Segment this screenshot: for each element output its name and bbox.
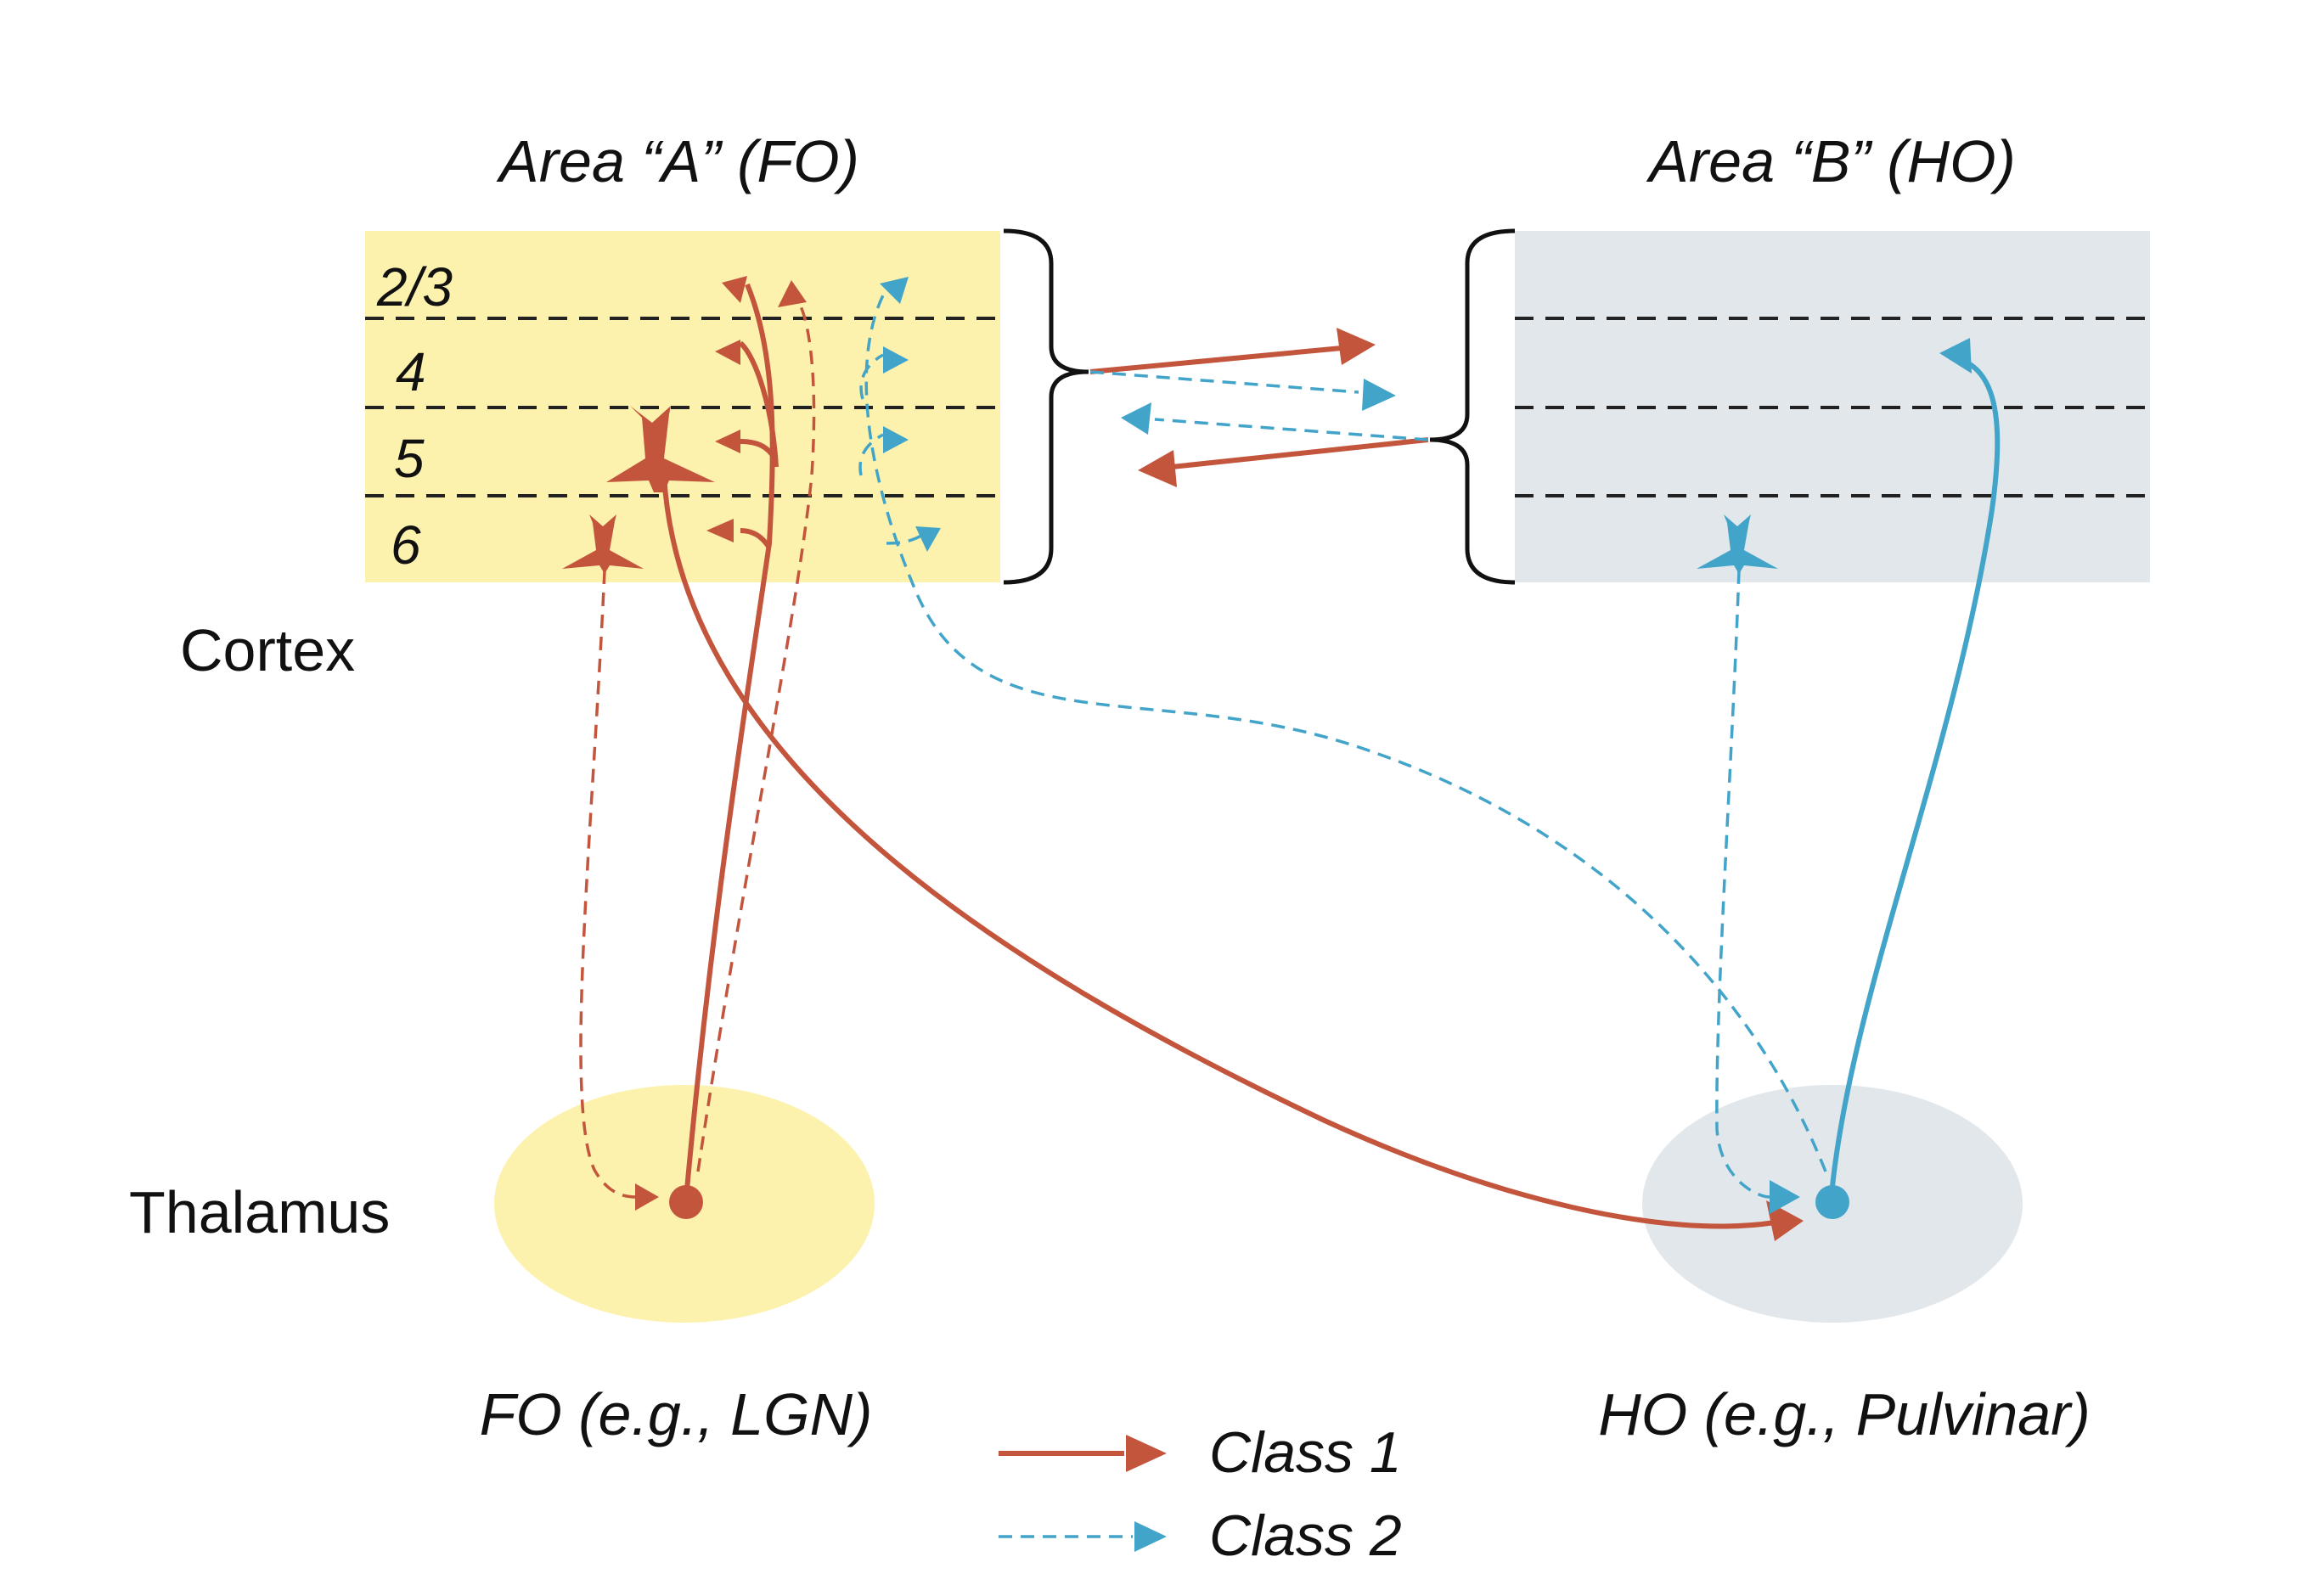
- area-a-brace: [1003, 228, 1089, 585]
- class2-arrowhead: [635, 1183, 659, 1211]
- class1-arrowhead: [715, 340, 740, 365]
- legend-class2-arrowhead: [1134, 1521, 1167, 1552]
- area-b-brace: [1429, 228, 1516, 585]
- legend-class2-label: Class 2: [1209, 1503, 1402, 1568]
- class1-ho-to-area-b-projection: [1828, 357, 2001, 1205]
- class2-arrowhead: [1121, 402, 1151, 435]
- class2-fo-to-layer23-projection: [696, 297, 816, 1172]
- legend-class1-label: Class 1: [1209, 1420, 1402, 1485]
- thalamus-label: Thalamus: [129, 1179, 390, 1245]
- layer5-pyramidal-neuron: [606, 406, 715, 492]
- class2-arrowhead: [1770, 1180, 1800, 1214]
- class1-a-to-b-cortical-arrow: [1089, 346, 1342, 374]
- class2-arrowhead: [880, 277, 909, 304]
- class1-arrowhead: [1138, 450, 1177, 487]
- class1-arrowhead: [1337, 328, 1376, 365]
- legend-class1-arrowhead: [1126, 1435, 1167, 1472]
- layer-label-2-3: 2/3: [376, 256, 453, 318]
- area-b-layer6-neuron: [1697, 514, 1778, 574]
- class1-fo-ascending-projection: [684, 283, 779, 1200]
- area-a-title: Area “A” (FO): [496, 128, 859, 194]
- ho-relay-cell-soma: [1815, 1185, 1849, 1219]
- class1-arrowhead: [715, 430, 740, 453]
- class2-arrowhead: [778, 280, 807, 307]
- legend: Class 1 Class 2: [999, 1420, 1402, 1568]
- class2-b-to-a-cortical-arrow: [1154, 418, 1429, 441]
- ho-nucleus-label: HO (e.g., Pulvinar): [1598, 1381, 2091, 1447]
- layer-label-6: 6: [391, 514, 421, 576]
- fo-nucleus-label: FO (e.g., LGN): [480, 1381, 873, 1447]
- class2-arrowhead: [883, 346, 909, 374]
- class2-layer6-corticothalamic-projection: [579, 570, 638, 1199]
- class2-arrowhead: [915, 526, 941, 552]
- area-b-cortex: [1515, 231, 2150, 582]
- area-b-title: Area “B” (HO): [1646, 128, 2016, 194]
- fo-relay-cell-soma: [669, 1185, 703, 1219]
- layer6-neuron: [562, 514, 644, 574]
- layer-label-4: 4: [396, 341, 426, 402]
- class1-arrowhead: [722, 276, 747, 303]
- class1-arrowhead: [706, 519, 734, 542]
- class1-arrowhead: [1939, 338, 1972, 374]
- class1-layer5-to-ho-projection: [661, 475, 1776, 1229]
- class2-arrowhead: [1362, 379, 1396, 411]
- class2-ho-to-area-a-projection: [858, 288, 1827, 1172]
- cortex-label: Cortex: [180, 617, 355, 683]
- layer-label-5: 5: [394, 428, 425, 489]
- class2-a-to-b-cortical-arrow: [1089, 370, 1359, 394]
- class1-b-to-a-cortical-arrow: [1171, 437, 1429, 469]
- class2-layer6-b-to-ho-projection: [1715, 570, 1770, 1199]
- class2-arrowhead: [883, 426, 909, 453]
